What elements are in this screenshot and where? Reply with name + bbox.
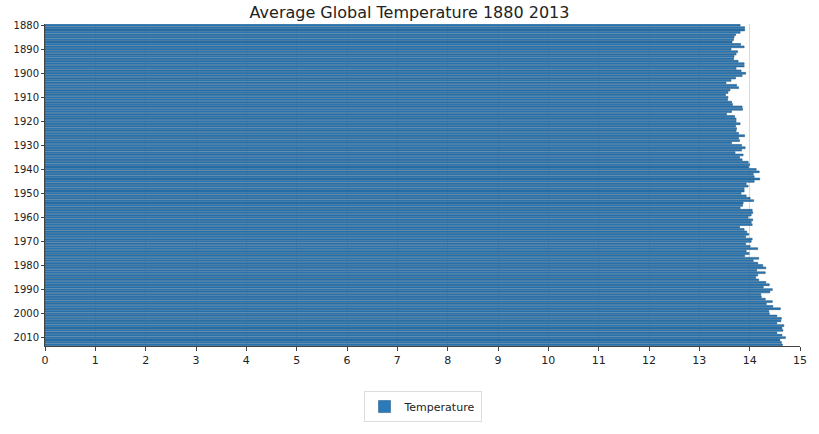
svg-text:1940: 1940 [14, 164, 39, 175]
svg-text:9: 9 [495, 354, 502, 367]
svg-text:2010: 2010 [14, 332, 39, 343]
svg-text:3: 3 [193, 354, 200, 367]
svg-text:1900: 1900 [14, 68, 39, 79]
svg-text:11: 11 [592, 354, 606, 367]
svg-text:1890: 1890 [14, 44, 39, 55]
svg-text:6: 6 [344, 354, 351, 367]
svg-text:10: 10 [541, 354, 555, 367]
svg-text:1880: 1880 [14, 20, 39, 31]
svg-text:1930: 1930 [14, 140, 39, 151]
svg-text:1970: 1970 [14, 236, 39, 247]
svg-text:2: 2 [142, 354, 149, 367]
svg-text:Temperature: Temperature [404, 401, 475, 414]
svg-text:Average Global Temperature 188: Average Global Temperature 1880 2013 [250, 3, 570, 22]
svg-text:1950: 1950 [14, 188, 39, 199]
svg-text:13: 13 [692, 354, 706, 367]
svg-text:4: 4 [243, 354, 250, 367]
svg-text:1980: 1980 [14, 260, 39, 271]
svg-text:1920: 1920 [14, 116, 39, 127]
svg-text:1910: 1910 [14, 92, 39, 103]
svg-text:2000: 2000 [14, 308, 39, 319]
svg-text:1990: 1990 [14, 284, 39, 295]
svg-text:0: 0 [42, 354, 49, 367]
svg-text:1: 1 [92, 354, 99, 367]
svg-text:15: 15 [793, 354, 807, 367]
svg-text:5: 5 [293, 354, 300, 367]
svg-text:8: 8 [444, 354, 451, 367]
svg-text:14: 14 [743, 354, 757, 367]
svg-text:1960: 1960 [14, 212, 39, 223]
svg-text:12: 12 [642, 354, 656, 367]
svg-text:7: 7 [394, 354, 401, 367]
